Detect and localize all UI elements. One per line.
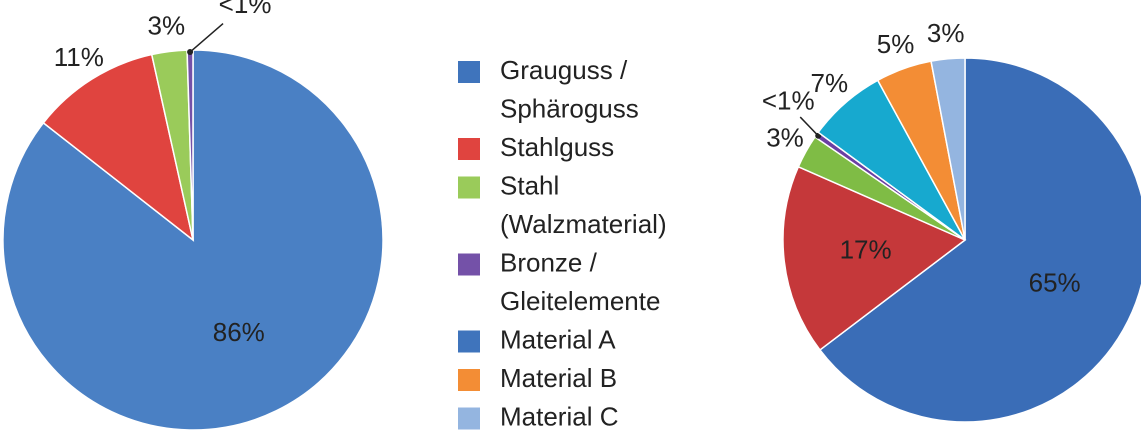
legend-swatch: [458, 330, 480, 353]
data-label: 17%: [840, 235, 892, 265]
legend-label: Material A: [500, 324, 616, 354]
pie-slice: [930, 57, 966, 241]
legend-label: Grauguss / Sphäroguss: [500, 55, 639, 124]
data-label: 65%: [1029, 267, 1081, 297]
data-label: 5%: [877, 29, 915, 59]
pie-slice: [818, 57, 1141, 423]
legend-swatch: [458, 61, 480, 83]
data-label: 3%: [148, 11, 186, 41]
leader-line: [189, 22, 224, 53]
legend-swatch: [458, 138, 480, 160]
data-label: 7%: [811, 68, 849, 98]
legend-label: Stahlguss: [500, 132, 614, 162]
data-label: 86%: [213, 317, 265, 347]
data-label: 11%: [54, 42, 104, 72]
pie-slice: [42, 53, 195, 242]
data-label: 3%: [927, 18, 965, 48]
legend-swatch: [458, 407, 480, 430]
data-label: <1%: [762, 86, 815, 116]
data-label: 3%: [766, 123, 804, 153]
legend-swatch: [458, 369, 480, 391]
legend-label: Stahl (Walzmaterial): [500, 170, 667, 239]
leader-line: [799, 116, 819, 137]
legend-label: Material B: [500, 363, 617, 393]
legend-swatch: [458, 176, 480, 199]
data-label: <1%: [219, 0, 272, 19]
pie-slice: [782, 165, 967, 351]
leader-dot: [187, 49, 194, 56]
legend-label: Bronze / Gleitelemente: [500, 247, 660, 316]
legend-label: Material C: [500, 401, 618, 431]
legend-swatch: [458, 253, 480, 276]
